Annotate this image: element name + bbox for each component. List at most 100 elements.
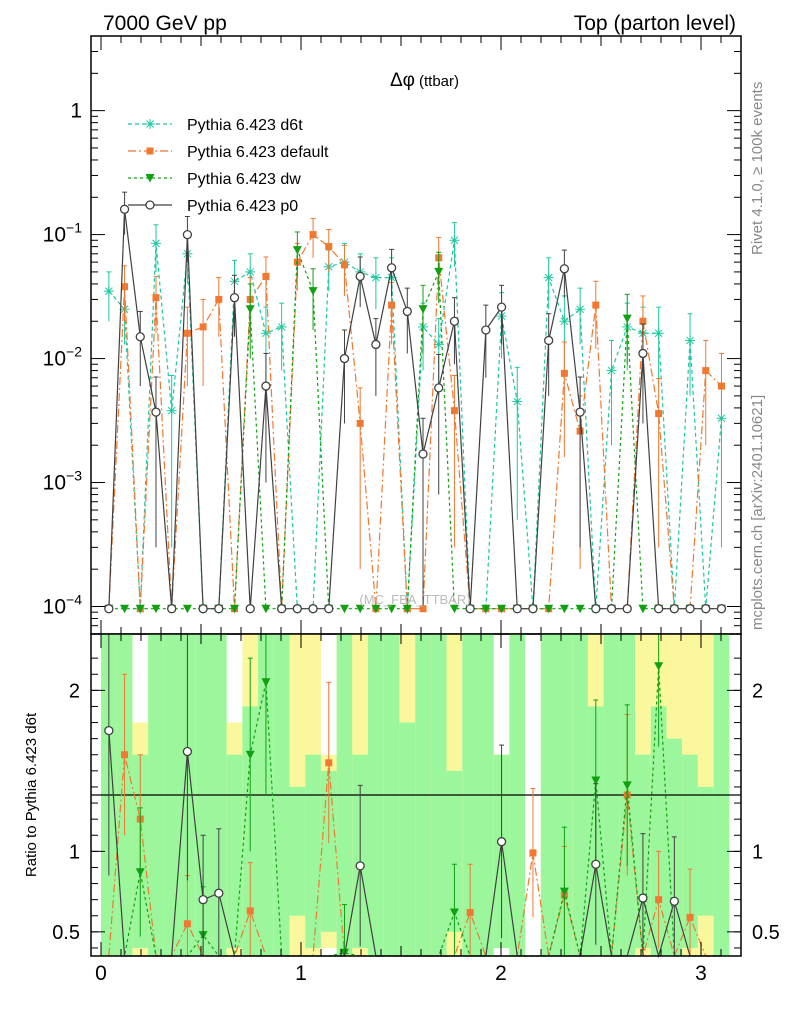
series-line-default	[108, 233, 722, 610]
data-point	[449, 235, 460, 246]
legend-label-default: Pythia 6.423 default	[187, 144, 329, 161]
ratio-y-tick-label: 2	[69, 680, 80, 702]
data-point	[199, 323, 207, 331]
data-point	[655, 410, 663, 418]
y-tick-label: 10−4	[43, 591, 83, 618]
data-point	[544, 604, 554, 614]
data-point	[245, 266, 256, 277]
ratio-point	[655, 896, 663, 904]
ratio-point	[591, 859, 601, 869]
ratio-point	[496, 837, 507, 847]
legend-marker-d6t	[145, 119, 155, 129]
series-d6t	[103, 222, 727, 614]
data-point	[669, 604, 679, 614]
ratio-point	[449, 908, 459, 918]
data-point	[371, 604, 381, 614]
band-green	[682, 754, 698, 948]
data-point-stroke	[686, 336, 694, 345]
data-point-stroke	[654, 329, 663, 338]
data-point	[481, 325, 491, 335]
data-point	[214, 604, 224, 614]
ratio-y-tick-label-right: 1	[752, 841, 763, 863]
data-point-stroke	[105, 287, 113, 295]
data-point	[388, 301, 396, 309]
data-point-stroke	[167, 406, 176, 415]
data-point	[543, 272, 554, 283]
data-point-stroke	[152, 239, 160, 248]
data-point	[638, 604, 648, 614]
data-point	[418, 449, 428, 459]
data-point	[639, 317, 647, 325]
legend-marker-p0	[145, 200, 155, 210]
data-point-stroke	[246, 268, 255, 276]
data-point	[559, 316, 570, 327]
data-point-stroke	[450, 236, 459, 245]
x-tick-label: 0	[95, 962, 107, 985]
data-point	[339, 604, 349, 614]
ratio-point	[669, 896, 679, 906]
ratio-point	[104, 725, 114, 736]
data-point	[198, 604, 208, 614]
ratio-point	[121, 751, 129, 759]
legend: Pythia 6.423 d6t Pythia 6.423 default Pyth…	[128, 117, 329, 215]
data-point	[308, 604, 318, 614]
data-point	[497, 604, 507, 614]
data-point	[135, 604, 145, 614]
data-point	[575, 304, 586, 315]
data-point	[355, 271, 365, 282]
band-green	[650, 706, 667, 956]
data-point	[559, 264, 570, 274]
data-point	[167, 604, 177, 614]
y-tick-label: 10−2	[43, 344, 83, 371]
header-right: Top (parton level)	[574, 12, 736, 35]
ratio-y-tick-label-right: 0.5	[752, 922, 780, 944]
data-point	[276, 321, 287, 332]
data-point	[685, 604, 695, 614]
data-point	[591, 604, 601, 614]
header-left: 7000 GeV pp	[103, 12, 227, 35]
data-point	[434, 383, 444, 393]
data-point	[496, 302, 507, 312]
data-point	[386, 263, 397, 273]
mcplots-label: mcplots.cern.ch [arXiv:2401.10621]	[749, 395, 766, 630]
data-point	[418, 305, 428, 314]
data-point	[434, 267, 444, 277]
ratio-point	[591, 776, 601, 786]
band-green	[289, 786, 306, 916]
data-point	[276, 604, 287, 614]
ratio-point	[183, 920, 191, 928]
data-point-stroke	[607, 366, 616, 375]
data-point	[229, 293, 240, 303]
legend-marker-dw	[145, 174, 155, 183]
data-point	[292, 604, 302, 614]
data-point	[292, 246, 302, 255]
plot-title-suffix: (ttbar)	[419, 73, 459, 90]
ratio-plot-axes: 0.5 0.5 1 1 2 2 0 1 2 3	[52, 634, 780, 985]
band-green	[446, 770, 463, 932]
data-point	[449, 316, 460, 326]
x-tick-label: 3	[695, 962, 707, 985]
ratio-point	[622, 781, 632, 790]
legend-label-p0: Pythia 6.423 p0	[187, 198, 298, 215]
data-point-stroke	[277, 323, 286, 331]
data-point	[309, 231, 317, 239]
data-point-stroke	[513, 397, 522, 406]
ratio-point	[654, 662, 664, 671]
data-point-stroke	[560, 317, 569, 326]
legend-label-d6t: Pythia 6.423 d6t	[187, 117, 303, 134]
main-plot-panel: 1 10−1 10−2 10−3 10−4 Δφ (ttbar) (MC_FBA_TTB…	[43, 35, 742, 635]
data-point	[245, 604, 255, 614]
data-point	[716, 604, 727, 614]
data-point	[653, 604, 664, 614]
analysis-watermark: (MC_FBA_TTBAR)	[359, 592, 470, 607]
x-tick-label: 2	[495, 962, 507, 985]
ratio-point	[261, 678, 271, 687]
ratio-point	[466, 909, 474, 917]
series-line-p0	[108, 209, 722, 610]
data-point	[324, 604, 334, 614]
data-point	[182, 604, 192, 614]
data-point	[622, 604, 632, 614]
ratio-point	[245, 750, 255, 760]
data-point	[450, 407, 458, 415]
